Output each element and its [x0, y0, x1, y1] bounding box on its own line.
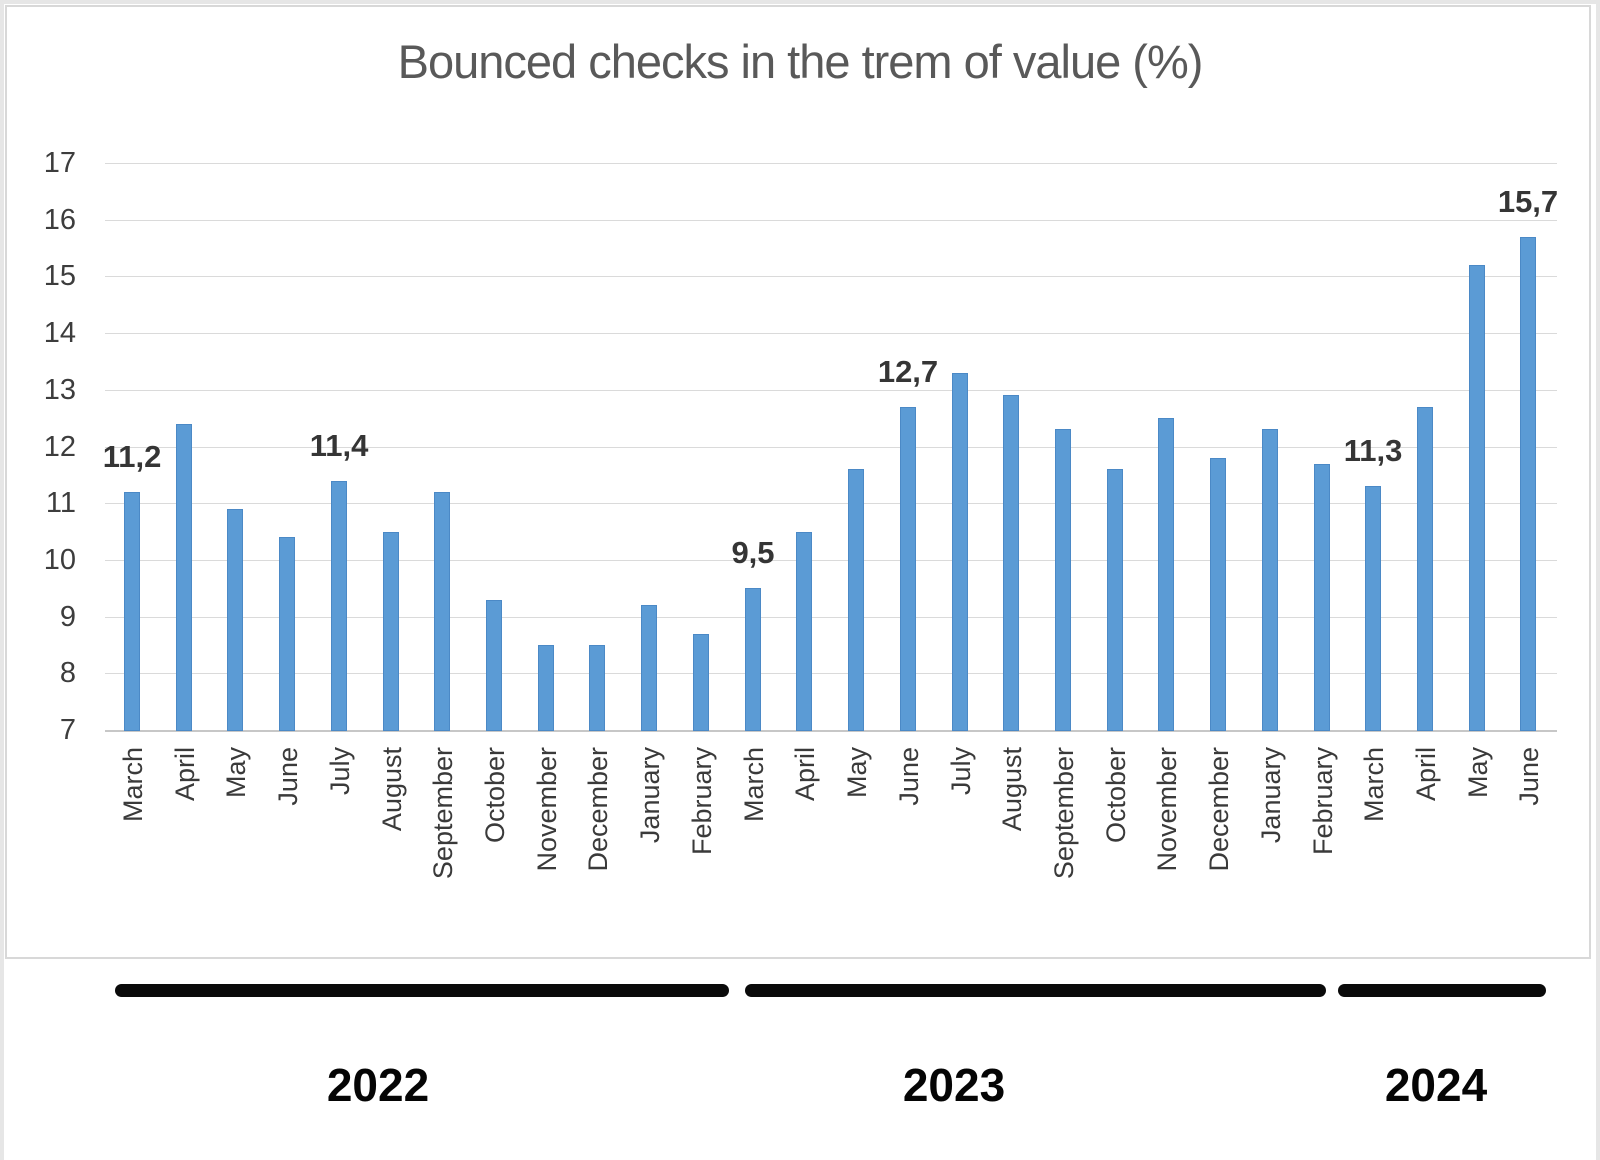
bar: [1417, 407, 1433, 731]
y-axis-tick-label: 16: [43, 204, 76, 236]
year-label-2023: 2023: [902, 1059, 1006, 1111]
gridline: [105, 617, 1557, 618]
x-axis-month-label: November: [1152, 747, 1182, 872]
bar: [693, 634, 709, 731]
gridline: [105, 220, 1557, 221]
bar: [796, 532, 812, 731]
x-axis-month-label: March: [1359, 747, 1389, 823]
year-underline-2024: [1338, 984, 1546, 997]
y-axis-tick-label: 13: [43, 374, 76, 406]
bar: [279, 537, 295, 731]
bar: [589, 645, 605, 731]
y-axis-tick-label: 15: [43, 260, 76, 292]
year-underline-2023: [745, 984, 1326, 997]
bar: [124, 492, 140, 731]
year-label-2024: 2024: [1384, 1059, 1488, 1111]
bar: [1469, 265, 1485, 731]
bar-value-label: 11,3: [1343, 433, 1403, 468]
x-axis-month-label: October: [1101, 747, 1131, 844]
x-axis-month-label: June: [273, 747, 303, 806]
bar: [1210, 458, 1226, 731]
bar: [1262, 429, 1278, 731]
bar: [900, 407, 916, 731]
bar-value-label: 9,5: [731, 535, 775, 570]
x-axis-month-label: June: [894, 747, 924, 806]
x-axis-month-label: April: [790, 747, 820, 802]
x-axis-month-label: July: [946, 747, 976, 796]
bar: [486, 600, 502, 731]
x-axis-month-label: January: [1256, 747, 1286, 844]
bar: [1365, 486, 1381, 731]
gridline: [105, 673, 1557, 674]
bar: [1107, 469, 1123, 731]
gridline: [105, 447, 1557, 448]
gridline: [105, 560, 1557, 561]
x-axis-month-label: December: [583, 747, 613, 872]
bar: [1003, 395, 1019, 731]
y-axis-tick-label: 7: [59, 714, 76, 746]
gridline: [105, 390, 1557, 391]
bar: [434, 492, 450, 731]
bar: [745, 588, 761, 731]
x-axis-month-label: August: [377, 747, 407, 832]
bar: [1520, 237, 1536, 731]
x-axis-month-label: November: [532, 747, 562, 872]
x-axis-month-label: May: [221, 747, 251, 799]
gridline: [105, 503, 1557, 504]
bar: [538, 645, 554, 731]
gridline: [105, 333, 1557, 334]
bar: [176, 424, 192, 731]
bar: [383, 532, 399, 731]
y-axis-tick-label: 9: [59, 601, 76, 633]
bar: [641, 605, 657, 731]
x-axis-month-label: February: [1308, 747, 1338, 856]
x-axis-month-label: September: [1049, 747, 1079, 880]
gridline: [105, 276, 1557, 277]
y-axis-tick-label: 14: [43, 317, 76, 349]
bar-value-label: 11,4: [309, 428, 369, 463]
bar: [848, 469, 864, 731]
bar: [227, 509, 243, 731]
y-axis-tick-label: 17: [43, 147, 76, 179]
x-axis-month-label: April: [170, 747, 200, 802]
bar: [952, 373, 968, 731]
x-axis-month-label: May: [842, 747, 872, 799]
bar: [1314, 464, 1330, 731]
bar-value-label: 15,7: [1497, 184, 1559, 219]
bar: [331, 481, 347, 731]
x-axis-month-label: October: [480, 747, 510, 844]
x-axis-month-label: February: [687, 747, 717, 856]
x-axis-month-label: April: [1411, 747, 1441, 802]
year-underline-2022: [115, 984, 729, 997]
y-axis-tick-label: 8: [59, 657, 76, 689]
y-axis-tick-label: 12: [43, 431, 76, 463]
x-axis-month-label: June: [1514, 747, 1544, 806]
x-axis-line: [105, 730, 1557, 732]
year-label-2022: 2022: [326, 1059, 430, 1111]
gridline: [105, 163, 1557, 164]
bar: [1055, 429, 1071, 731]
y-axis-tick-label: 10: [43, 544, 76, 576]
y-axis-tick-label: 11: [45, 487, 76, 519]
x-axis-month-label: January: [635, 747, 665, 844]
x-axis-month-label: August: [997, 747, 1027, 832]
x-axis-month-label: September: [428, 747, 458, 880]
x-axis-month-label: July: [325, 747, 355, 796]
chart-title: Bounced checks in the trem of value (%): [397, 35, 1204, 88]
bar-value-label: 11,2: [102, 439, 162, 474]
x-axis-month-label: December: [1204, 747, 1234, 872]
bar-value-label: 12,7: [877, 354, 939, 389]
bar: [1158, 418, 1174, 731]
x-axis-month-label: March: [118, 747, 148, 823]
x-axis-month-label: March: [739, 747, 769, 823]
x-axis-month-label: May: [1463, 747, 1493, 799]
